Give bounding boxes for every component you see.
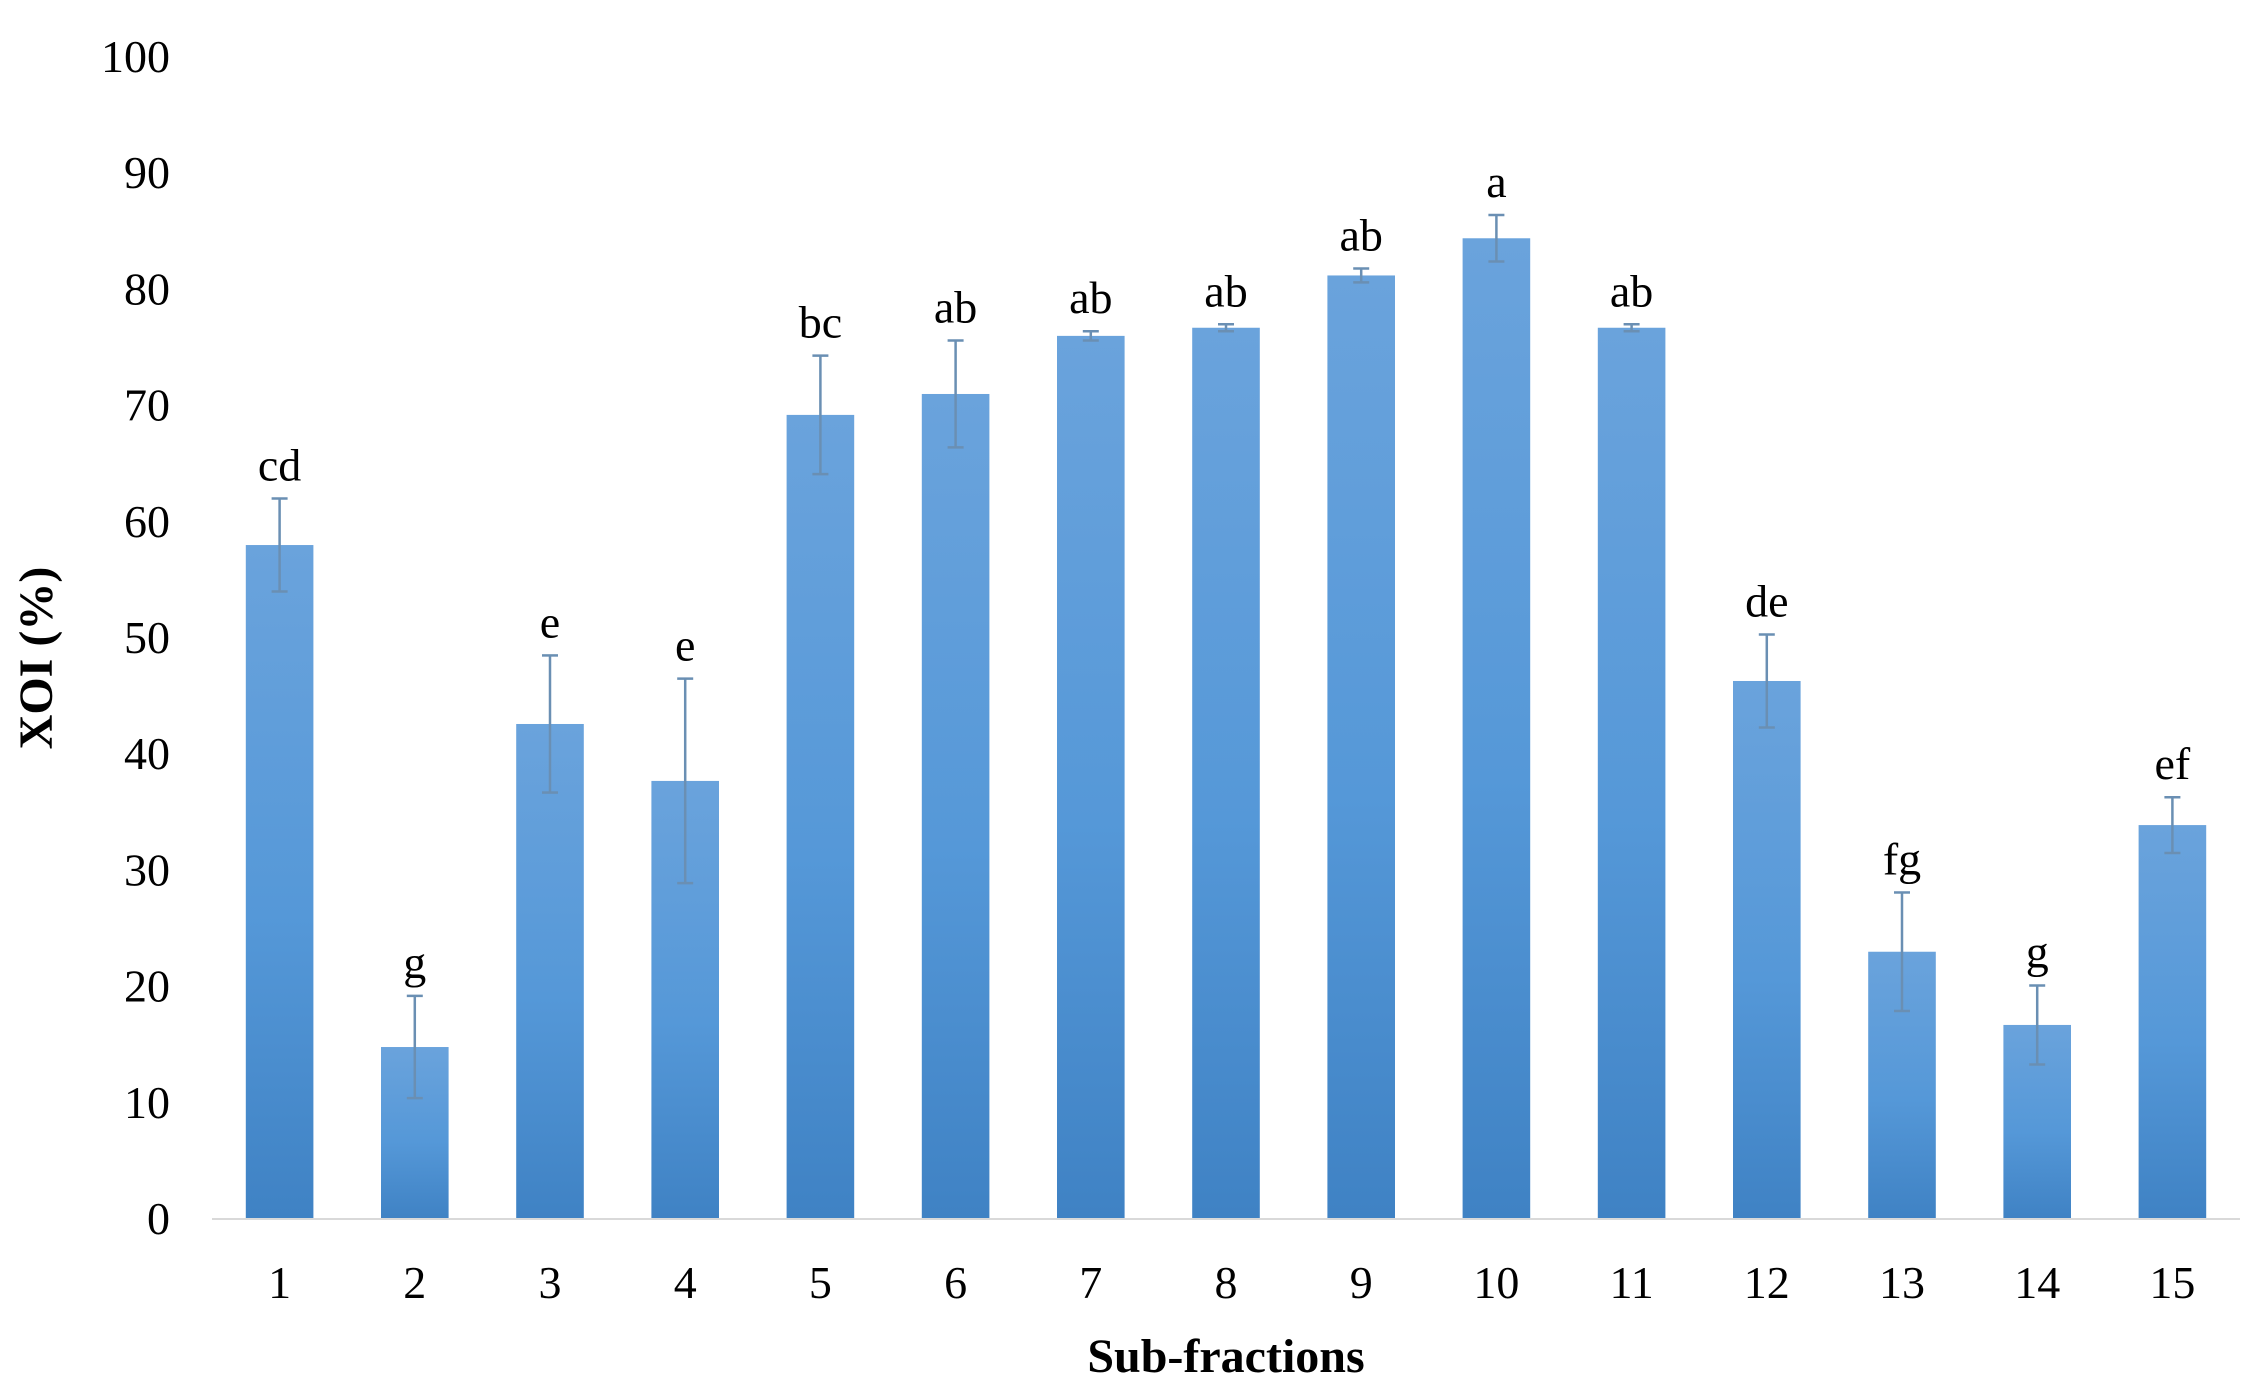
x-axis-ticks: 1 2 3 4 5 6 7 8 9 10 11 12 13 14 15 bbox=[268, 1257, 2195, 1308]
bar bbox=[245, 545, 314, 1219]
significance-label: ef bbox=[2155, 738, 2191, 789]
error-bars bbox=[271, 213, 2181, 1100]
y-tick-label: 70 bbox=[124, 380, 170, 431]
x-tick-label: 13 bbox=[1879, 1257, 1925, 1308]
bar bbox=[1327, 275, 1395, 1219]
significance-label: e bbox=[675, 620, 695, 671]
significance-label: ab bbox=[1339, 209, 1382, 260]
significance-label: ab bbox=[1204, 265, 1247, 316]
significance-label: fg bbox=[1883, 833, 1921, 884]
significance-label: ab bbox=[1069, 272, 1112, 323]
x-tick-label: 1 bbox=[268, 1257, 291, 1308]
y-axis-ticks: 0 10 20 30 40 50 60 70 80 90 100 bbox=[101, 31, 170, 1244]
significance-label: g bbox=[2026, 926, 2049, 977]
significance-label: e bbox=[540, 596, 560, 647]
bar bbox=[2138, 825, 2207, 1219]
y-tick-label: 0 bbox=[147, 1193, 170, 1244]
y-tick-label: 60 bbox=[124, 496, 170, 547]
x-tick-label: 5 bbox=[809, 1257, 832, 1308]
significance-label: g bbox=[403, 937, 426, 988]
y-tick-label: 10 bbox=[124, 1077, 170, 1128]
y-tick-label: 80 bbox=[124, 263, 170, 314]
y-tick-label: 30 bbox=[124, 844, 170, 895]
significance-label: bc bbox=[799, 297, 842, 348]
y-tick-label: 50 bbox=[124, 612, 170, 663]
significance-label: de bbox=[1745, 576, 1788, 627]
bar bbox=[1733, 680, 1801, 1219]
x-tick-label: 11 bbox=[1609, 1257, 1653, 1308]
x-tick-label: 10 bbox=[1473, 1257, 1519, 1308]
x-tick-label: 14 bbox=[2014, 1257, 2060, 1308]
bar bbox=[516, 723, 584, 1219]
bar bbox=[1057, 335, 1125, 1219]
bar bbox=[921, 393, 990, 1220]
bars bbox=[245, 238, 2207, 1220]
x-tick-label: 8 bbox=[1215, 1257, 1238, 1308]
significance-label: cd bbox=[258, 440, 301, 491]
x-tick-label: 9 bbox=[1350, 1257, 1373, 1308]
x-tick-label: 7 bbox=[1079, 1257, 1102, 1308]
bar bbox=[1192, 327, 1260, 1220]
x-tick-label: 12 bbox=[1744, 1257, 1790, 1308]
y-tick-label: 100 bbox=[101, 31, 170, 82]
y-tick-label: 40 bbox=[124, 728, 170, 779]
x-tick-label: 3 bbox=[539, 1257, 562, 1308]
x-tick-label: 15 bbox=[2149, 1257, 2195, 1308]
bar bbox=[1597, 327, 1666, 1220]
significance-label: ab bbox=[1610, 265, 1653, 316]
x-tick-label: 2 bbox=[403, 1257, 426, 1308]
bar bbox=[1462, 238, 1531, 1220]
significance-labels: cd g e e bc ab ab ab ab a ab de fg g ef bbox=[258, 156, 2191, 988]
x-tick-label: 4 bbox=[674, 1257, 697, 1308]
x-tick-label: 6 bbox=[944, 1257, 967, 1308]
y-tick-label: 20 bbox=[124, 961, 170, 1012]
significance-label: a bbox=[1486, 156, 1506, 207]
bar bbox=[786, 414, 855, 1219]
y-tick-label: 90 bbox=[124, 147, 170, 198]
y-axis-title: XOI (%) bbox=[10, 567, 63, 750]
significance-label: ab bbox=[934, 282, 977, 333]
x-axis-title: Sub-fractions bbox=[1087, 1330, 1364, 1383]
